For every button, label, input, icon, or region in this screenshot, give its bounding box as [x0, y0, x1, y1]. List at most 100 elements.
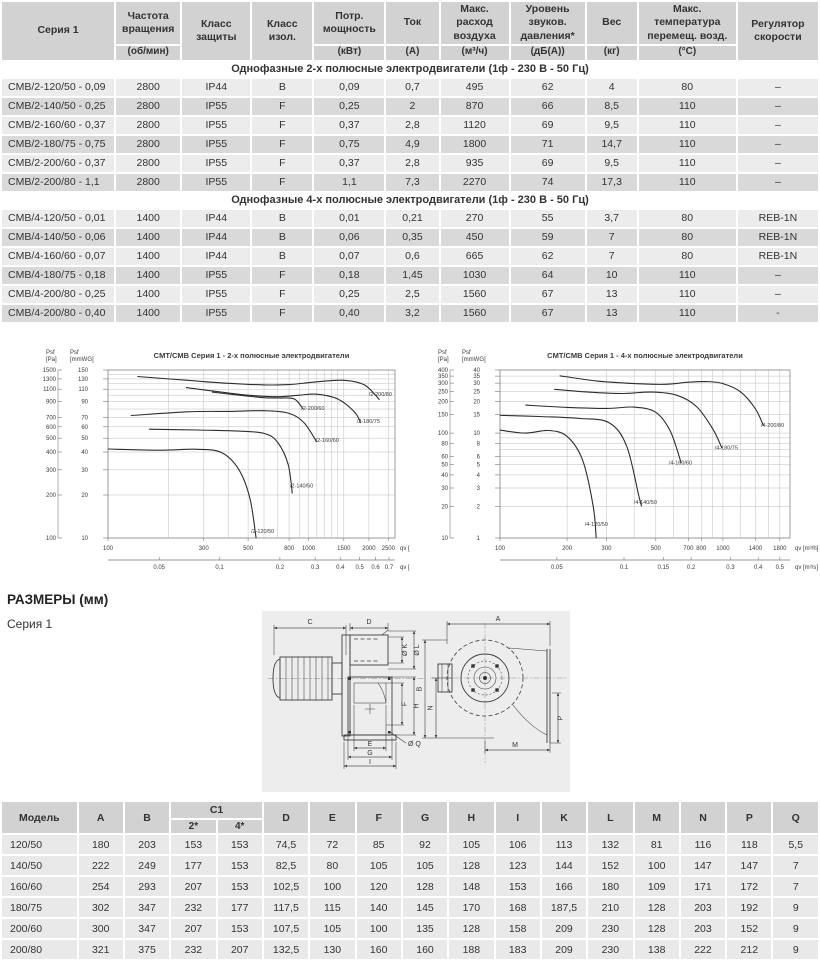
svg-text:400: 400 — [46, 450, 57, 456]
value-cell: 230 — [588, 919, 633, 938]
svg-text:300: 300 — [601, 546, 612, 552]
value-cell: 166 — [541, 877, 587, 896]
svg-text:0.3: 0.3 — [726, 565, 735, 571]
col-subheader: 2* — [171, 820, 216, 833]
value-cell: 232 — [171, 898, 216, 917]
value-cell: F — [252, 285, 313, 303]
svg-text:150: 150 — [438, 413, 449, 419]
value-cell: 130 — [310, 940, 355, 959]
col-header: Класс изол. — [252, 2, 313, 60]
svg-text:250: 250 — [438, 389, 449, 395]
value-cell: B — [252, 228, 313, 246]
col-unit: (кВт) — [314, 46, 385, 60]
value-cell: 1400 — [116, 304, 181, 322]
dimensions-heading: РАЗМЕРЫ (мм) — [7, 592, 109, 607]
value-cell: 210 — [588, 898, 633, 917]
value-cell: 85 — [356, 835, 401, 854]
svg-text:/2-200/80: /2-200/80 — [369, 392, 392, 398]
dim-label-b: B — [417, 686, 424, 691]
value-cell: 160 — [356, 940, 401, 959]
performance-chart-2pole: 100 200 300 400 500 600 700 900 1100 1300 1500 10 20… — [43, 350, 410, 571]
svg-text:300: 300 — [46, 468, 57, 474]
value-cell: 10 — [586, 266, 637, 284]
spec-unit-row: (об/мин) (кВт) (А) (м³/ч) (дБ(А)) (кг) (°С) — [2, 46, 818, 60]
value-cell: IP44 — [182, 228, 251, 246]
value-cell: 180 — [78, 835, 123, 854]
svg-text:200: 200 — [438, 400, 449, 406]
svg-text:0.4: 0.4 — [754, 565, 763, 571]
value-cell: 1400 — [116, 266, 181, 284]
svg-text:70: 70 — [81, 415, 88, 421]
value-cell: 120 — [356, 877, 401, 896]
svg-text:/2-120/50: /2-120/50 — [251, 529, 274, 535]
value-cell: 92 — [402, 835, 448, 854]
value-cell: 9,5 — [586, 154, 637, 172]
dim-label-c: C — [307, 619, 312, 626]
svg-text:700: 700 — [46, 415, 57, 421]
value-cell: 128 — [634, 898, 679, 917]
model-cell: CMB/4-160/60 - 0,07 — [2, 247, 115, 265]
model-cell: CMB/2-120/50 - 0,09 — [2, 78, 115, 96]
value-cell: 105 — [310, 919, 355, 938]
svg-text:0.1: 0.1 — [215, 565, 224, 571]
value-cell: 113 — [541, 835, 587, 854]
col-header: M — [634, 802, 679, 833]
svg-text:30: 30 — [81, 468, 88, 474]
value-cell: 0,25 — [314, 285, 385, 303]
svg-text:50: 50 — [441, 463, 448, 469]
value-cell: 140 — [356, 898, 401, 917]
value-cell: 4,9 — [386, 135, 439, 153]
model-cell: 160/60 — [2, 877, 77, 896]
col-header: Q — [773, 802, 818, 833]
model-cell: 200/60 — [2, 919, 77, 938]
svg-text:1500: 1500 — [337, 546, 351, 552]
svg-text:800: 800 — [696, 546, 707, 552]
col-header: Потр. мощность — [314, 2, 385, 44]
value-cell: 9,5 — [586, 116, 637, 134]
value-cell: 153 — [217, 877, 262, 896]
svg-text:30: 30 — [441, 486, 448, 492]
section-title-row: Однофазные 2-х полюсные электродвигатели… — [2, 61, 818, 77]
col-header: Класс защиты — [182, 2, 251, 60]
value-cell: 13 — [586, 304, 637, 322]
value-cell: – — [737, 78, 818, 96]
col-header: Регулятор скорости — [737, 2, 818, 60]
table-row: CMB/2-140/50 - 0,25 2800 IP55 F 0,25 2 870 66 8,… — [2, 97, 818, 115]
svg-text:25: 25 — [473, 389, 480, 395]
svg-text:qv [m³/h]: qv [m³/h] — [795, 546, 819, 552]
svg-text:0.05: 0.05 — [153, 565, 165, 571]
value-cell: 128 — [449, 919, 494, 938]
value-cell: F — [252, 116, 313, 134]
value-cell: 212 — [727, 940, 772, 959]
value-cell: 9 — [773, 940, 818, 959]
svg-text:2000: 2000 — [362, 546, 376, 552]
value-cell: 7 — [773, 877, 818, 896]
dim-label-n: N — [428, 705, 435, 710]
table-row: CMB/4-120/50 - 0,01 1400 IP44 B 0,01 0,21 270 5… — [2, 209, 818, 227]
dim-label-f: F — [402, 702, 409, 706]
dim-label-a: A — [496, 616, 501, 623]
value-cell: 222 — [78, 856, 123, 875]
svg-text:4: 4 — [477, 473, 481, 479]
svg-text:150: 150 — [78, 368, 89, 374]
value-cell: IP55 — [182, 116, 251, 134]
value-cell: 69 — [510, 154, 585, 172]
value-cell: 80 — [638, 78, 736, 96]
value-cell: 71 — [510, 135, 585, 153]
svg-text:Psf: Psf — [46, 350, 55, 356]
value-cell: 0,06 — [314, 228, 385, 246]
value-cell: 117,5 — [263, 898, 309, 917]
model-cell: CMB/2-160/60 - 0,37 — [2, 116, 115, 134]
model-cell: 120/50 — [2, 835, 77, 854]
value-cell: 203 — [680, 898, 726, 917]
value-cell: 66 — [510, 97, 585, 115]
value-cell: 3,7 — [586, 209, 637, 227]
value-cell: - — [737, 304, 818, 322]
value-cell: 100 — [310, 877, 355, 896]
table-row: 160/60 254 293 207 153 102,5 100 120 128 148 153 16… — [2, 877, 818, 896]
table-row: 120/50 180 203 153 153 74,5 72 85 92 105 106 113 132… — [2, 835, 818, 854]
value-cell: 321 — [78, 940, 123, 959]
svg-text:0.7: 0.7 — [385, 565, 394, 571]
col-unit: (А) — [386, 46, 439, 60]
